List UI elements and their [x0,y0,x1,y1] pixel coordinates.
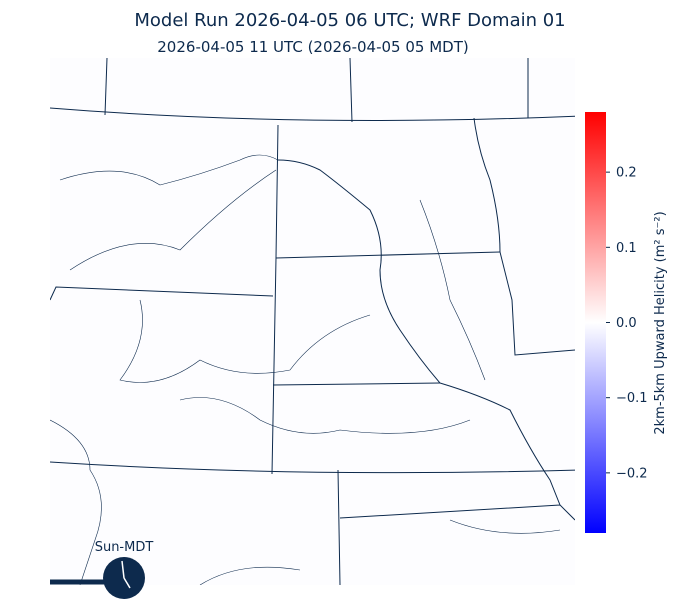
clock-label: Sun-MDT [95,540,154,555]
river [119,299,371,383]
river [50,419,102,585]
river [419,199,486,381]
border [50,107,575,121]
colorbar-tick-label: 0.1 [616,241,637,256]
border [337,382,575,585]
river [199,519,561,585]
colorbar [585,112,606,533]
colorbar-label: 2km-5km Upward Helicity (m² s⁻²) [653,211,668,434]
colorbar-tick-label: −0.1 [616,391,648,406]
map [50,58,575,585]
border [473,117,575,356]
border [50,461,575,474]
river [179,397,471,434]
colorbar-tick-label: −0.2 [616,466,648,481]
subtitle: 2026-04-05 11 UTC (2026-04-05 05 MDT) [157,38,468,56]
border [104,58,529,123]
border [50,124,501,475]
colorbar-tick-label: 0.2 [616,166,637,181]
border [277,159,441,384]
river [69,169,277,271]
colorbar-tick-label: 0.0 [616,316,637,331]
map-background [50,58,575,585]
river [59,154,279,186]
title: Model Run 2026-04-05 06 UTC; WRF Domain … [134,10,565,31]
clock-hands [121,560,131,589]
